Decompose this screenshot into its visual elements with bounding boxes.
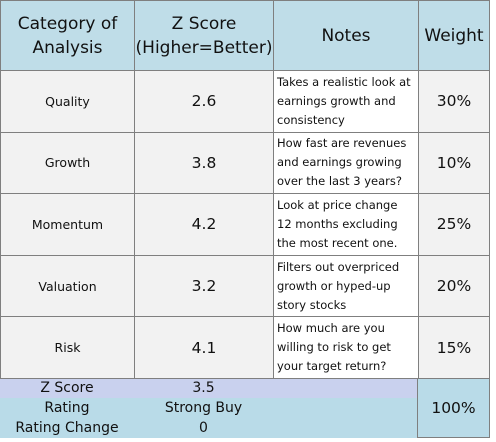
weight: 20% — [418, 254, 490, 318]
summary-value: 3.5 — [192, 380, 215, 396]
summary-label: Rating — [44, 400, 90, 416]
summary-value: Strong Buy — [164, 400, 243, 416]
summary-band — [0, 378, 418, 398]
total-weight: 100% — [417, 377, 490, 438]
notes: Takes a realistic look at earnings growt… — [273, 70, 419, 133]
weight: 25% — [418, 193, 490, 256]
notes: How much are you willing to risk to get … — [273, 316, 419, 379]
column-header: Category of Analysis — [0, 0, 135, 71]
summary-label: Z Score — [40, 380, 94, 396]
weight: 10% — [418, 131, 490, 195]
category: Growth — [0, 131, 135, 195]
z-score: 3.2 — [134, 254, 274, 318]
category: Valuation — [0, 254, 135, 318]
summary-value: 0 — [199, 420, 208, 436]
weight: 15% — [418, 316, 490, 379]
z-score: 3.8 — [134, 131, 274, 195]
weight: 30% — [418, 70, 490, 133]
notes: How fast are revenues and earnings growi… — [273, 131, 419, 195]
summary-band — [0, 398, 418, 438]
summary-label: Rating Change — [15, 420, 119, 436]
z-score: 2.6 — [134, 70, 274, 133]
column-header: Notes — [273, 0, 419, 71]
category: Momentum — [0, 193, 135, 256]
z-score: 4.1 — [134, 316, 274, 379]
category: Quality — [0, 70, 135, 133]
category: Risk — [0, 316, 135, 379]
notes: Filters out overpriced growth or hyped-u… — [273, 254, 419, 318]
column-header: Z Score (Higher=Better) — [134, 0, 274, 71]
z-score: 4.2 — [134, 193, 274, 256]
column-header: Weight — [418, 0, 490, 71]
notes: Look at price change 12 months excluding… — [273, 193, 419, 256]
